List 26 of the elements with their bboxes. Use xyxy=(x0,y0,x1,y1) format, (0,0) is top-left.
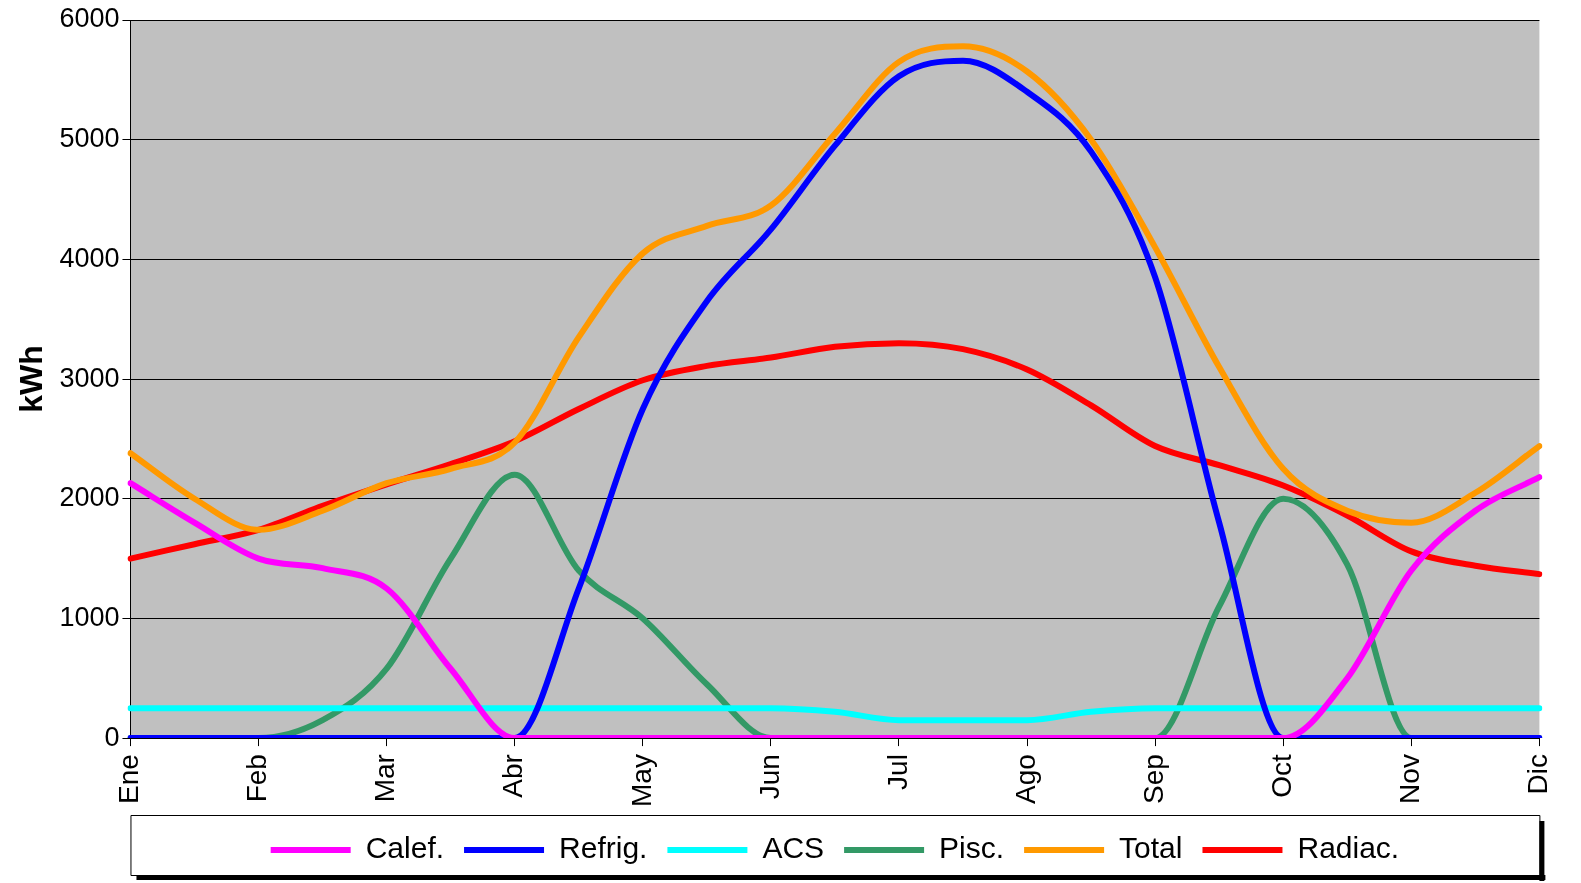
y-axis-title: kWh xyxy=(13,345,50,413)
x-tick-label: Abr xyxy=(497,754,529,798)
legend-label: Radiac. xyxy=(1297,831,1400,865)
legend-label: Pisc. xyxy=(939,831,1005,865)
x-tick-label: Feb xyxy=(241,754,273,803)
y-tick-label: 3000 xyxy=(59,362,120,393)
y-tick-label: 1000 xyxy=(59,601,120,632)
x-tick-label: Oct xyxy=(1265,753,1297,798)
y-tick-label: 2000 xyxy=(59,482,120,513)
legend-label: Calef. xyxy=(365,831,445,865)
x-tick-label: Ago xyxy=(1009,754,1041,804)
y-tick-label: 0 xyxy=(104,721,120,752)
x-tick-label: May xyxy=(625,754,657,808)
x-tick-label: Ene xyxy=(113,754,145,804)
x-tick-label: Sep xyxy=(1137,754,1169,804)
x-tick-label: Jul xyxy=(881,754,913,790)
x-tick-label: Jun xyxy=(753,754,785,800)
y-tick-label: 4000 xyxy=(59,242,120,273)
x-tick-label: Dic xyxy=(1522,754,1554,795)
y-tick-label: 6000 xyxy=(59,3,120,34)
x-tick-label: Nov xyxy=(1394,754,1426,804)
x-tick-label: Mar xyxy=(369,754,401,803)
legend-label: Total xyxy=(1119,831,1183,865)
legend-label: ACS xyxy=(762,831,825,865)
y-tick-label: 5000 xyxy=(59,123,120,154)
legend-label: Refrig. xyxy=(559,831,648,865)
